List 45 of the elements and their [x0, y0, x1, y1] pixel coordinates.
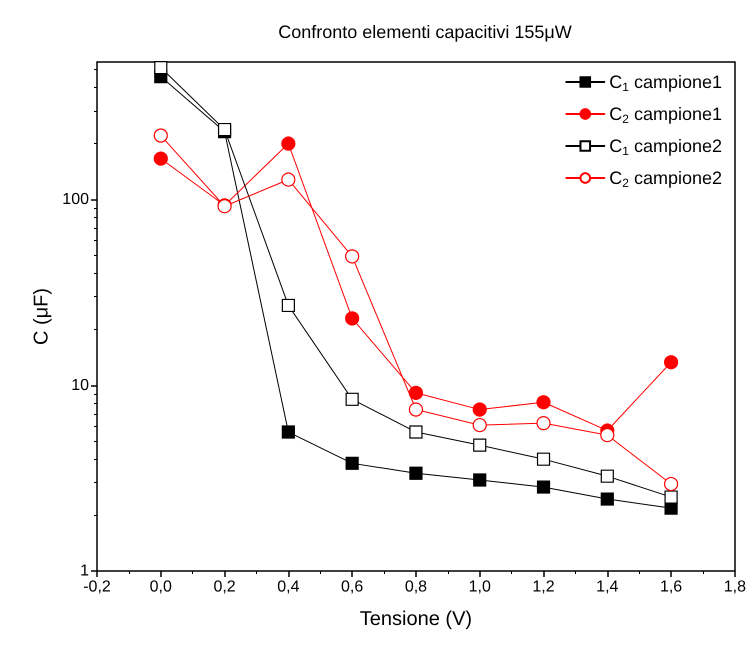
point — [664, 355, 678, 370]
x-tick-label: 0,6 — [341, 578, 364, 596]
point — [345, 249, 360, 264]
x-tick-label: 0,0 — [150, 578, 172, 596]
point — [473, 473, 486, 487]
point — [282, 298, 295, 312]
point — [536, 480, 550, 494]
point — [282, 425, 295, 439]
y-tick-label: 10 — [71, 376, 90, 394]
x-tick-label: 1,6 — [660, 578, 682, 596]
chart-title: Confronto elementi capacitivi 155μW — [278, 22, 572, 42]
y-tick-label: 1 — [80, 562, 90, 580]
point — [408, 402, 424, 417]
point — [409, 466, 423, 480]
x-tick-label: 1,2 — [532, 578, 555, 596]
x-tick-label: 0,2 — [213, 578, 236, 596]
point — [409, 425, 423, 439]
point — [536, 395, 551, 410]
point — [408, 386, 424, 400]
x-tick-label: -0,2 — [83, 578, 111, 596]
point — [218, 122, 232, 136]
point — [472, 418, 487, 432]
point — [472, 402, 487, 417]
point — [154, 152, 168, 166]
y-axis-title: C (μF) — [30, 288, 52, 346]
x-tick-label: 0,8 — [404, 578, 428, 596]
point — [600, 428, 614, 442]
x-tick-label: 1,4 — [596, 578, 619, 596]
point — [281, 136, 296, 151]
point — [346, 392, 359, 406]
point — [281, 172, 296, 187]
point — [536, 416, 551, 430]
x-tick-label: 1,0 — [468, 578, 491, 596]
y-tick-label: 100 — [62, 191, 90, 208]
point — [154, 128, 168, 143]
point — [154, 61, 168, 74]
point — [536, 452, 550, 466]
point — [600, 470, 614, 483]
point — [345, 311, 360, 326]
x-tick-label: 1,8 — [724, 578, 746, 596]
x-tick-label: 0,4 — [277, 578, 300, 596]
point — [473, 438, 486, 452]
point — [346, 456, 359, 470]
x-axis-title: Tensione (V) — [360, 608, 472, 630]
point — [600, 492, 614, 506]
